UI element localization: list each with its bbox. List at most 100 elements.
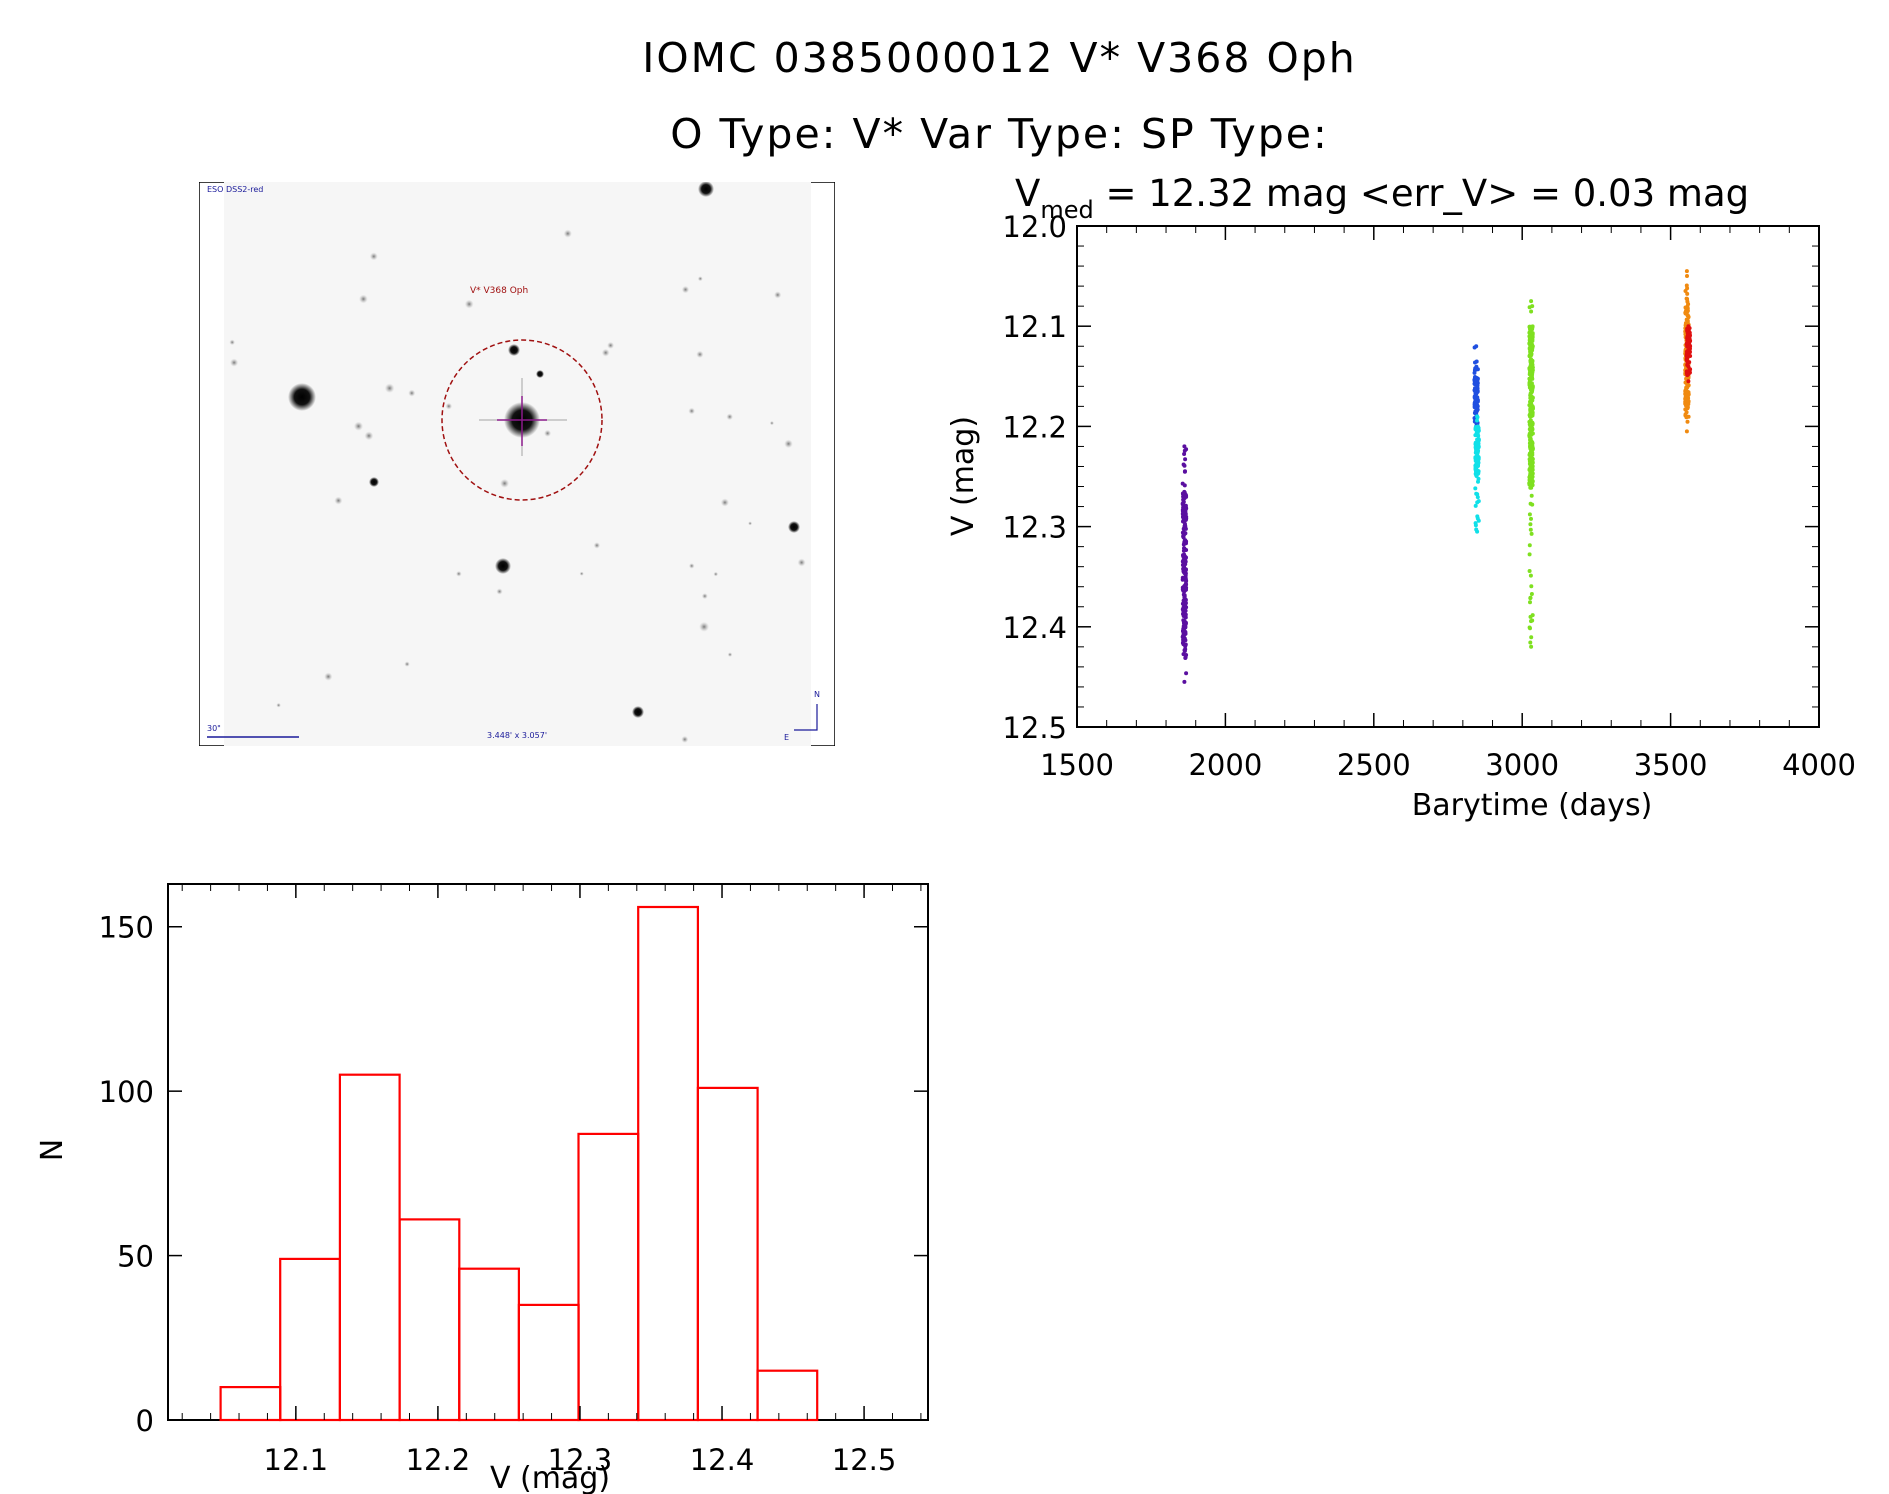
- data-point: [1685, 356, 1690, 361]
- title-sub: med: [1040, 196, 1093, 224]
- data-point: [1183, 612, 1188, 617]
- data-point: [1529, 394, 1534, 399]
- histogram-ticks: 12.1 12.2 12.3 12.4 12.5 0 50 100 150: [99, 884, 928, 1477]
- data-point: [1685, 286, 1690, 291]
- data-point: [1687, 333, 1692, 338]
- data-point: [1687, 360, 1692, 365]
- object-label: V* V368 Oph: [470, 286, 528, 296]
- data-point: [1474, 359, 1479, 364]
- data-point: [1529, 309, 1534, 314]
- faint-star: [688, 563, 695, 569]
- field-star: [369, 477, 379, 487]
- data-point: [1686, 372, 1690, 377]
- faint-star: [726, 413, 733, 421]
- faint-star: [456, 571, 462, 577]
- data-point: [1182, 679, 1187, 684]
- data-point: [1685, 344, 1690, 349]
- data-point: [1473, 503, 1478, 508]
- hist-x-tick-label: 12.5: [832, 1443, 897, 1477]
- data-point: [1684, 341, 1689, 346]
- hist-frame: [167, 883, 929, 1421]
- histogram-chart: 12.1 12.2 12.3 12.4 12.5 0 50 100 150 V (mag) N: [35, 883, 929, 1494]
- x-tick-label: 2000: [1188, 748, 1262, 782]
- data-point: [1181, 554, 1186, 559]
- data-point: [1684, 376, 1689, 381]
- data-point: [1530, 467, 1535, 472]
- y-tick-label: 12.0: [1002, 210, 1067, 244]
- faint-star: [230, 358, 239, 367]
- data-point: [1688, 367, 1693, 372]
- scale-bar-label: 30": [207, 724, 221, 733]
- data-point: [1529, 403, 1534, 408]
- histogram-bar: [517, 1303, 580, 1422]
- y-tick-label: 12.5: [1002, 711, 1067, 745]
- data-point: [1180, 587, 1185, 592]
- y-tick-label: 12.2: [1002, 410, 1067, 444]
- data-point: [1182, 469, 1187, 474]
- finder-chart: ESO DSS2-red V* V368 Oph 30" 3.448' x 3.…: [199, 182, 835, 746]
- finder-sky: [224, 182, 811, 746]
- orientation-arrows: [794, 704, 818, 731]
- x-tick-label: 1500: [1040, 748, 1114, 782]
- faint-star: [404, 661, 410, 667]
- data-point: [1475, 414, 1480, 419]
- data-point: [1183, 576, 1188, 581]
- faint-star: [364, 431, 374, 441]
- faint-star: [464, 299, 474, 309]
- data-point: [1529, 353, 1534, 358]
- histogram-bar: [577, 1132, 640, 1422]
- data-point: [1684, 390, 1689, 394]
- fov-label: 3.448' x 3.057': [487, 731, 547, 740]
- data-point: [1183, 656, 1188, 660]
- data-point: [1183, 457, 1188, 462]
- data-point: [1181, 598, 1186, 603]
- data-point: [1686, 379, 1691, 384]
- lightcurve-ticks: 1500 2000 2500 3000 3500 4000 12.0 12.1 12.2 12.3…: [1002, 210, 1855, 782]
- faint-star: [276, 702, 281, 708]
- chart-title-line2: O Type: V* Var Type: SP Type:: [670, 110, 1329, 158]
- data-point: [1180, 491, 1185, 496]
- faint-star: [681, 735, 689, 743]
- data-point: [1183, 624, 1188, 629]
- data-point: [1182, 566, 1187, 571]
- hist-x-axis-label: V (mag): [490, 1461, 610, 1494]
- faint-star: [720, 498, 730, 507]
- faint-star: [607, 341, 615, 349]
- x-axis-label: Barytime (days): [1412, 788, 1653, 823]
- faint-star: [713, 571, 719, 577]
- north-label: N: [814, 690, 820, 699]
- lightcurve-points: [1180, 269, 1693, 684]
- data-point: [1530, 421, 1535, 426]
- data-point: [1528, 426, 1533, 431]
- field-star: [288, 383, 316, 411]
- data-point: [1473, 389, 1478, 394]
- data-point: [1529, 531, 1534, 536]
- histogram-bar: [219, 1385, 282, 1422]
- data-point: [1476, 441, 1481, 446]
- faint-star: [563, 229, 572, 238]
- data-point: [1529, 482, 1534, 487]
- data-point: [1180, 601, 1185, 606]
- data-point: [1475, 418, 1479, 423]
- data-point: [1182, 559, 1187, 564]
- data-point: [1182, 595, 1187, 599]
- field-star: [495, 558, 511, 574]
- data-point: [1530, 304, 1535, 309]
- histogram-bar: [458, 1267, 521, 1422]
- plot-frame: [1076, 225, 1820, 728]
- data-point: [1529, 644, 1534, 649]
- data-point: [1529, 359, 1534, 364]
- y-tick-label: 12.3: [1002, 511, 1067, 545]
- data-point: [1528, 600, 1532, 605]
- data-point: [1474, 409, 1478, 414]
- faint-star: [324, 672, 333, 681]
- data-point: [1528, 595, 1533, 600]
- y-tick-label: 12.4: [1002, 611, 1067, 645]
- x-tick-label: 3000: [1485, 748, 1559, 782]
- data-point: [1182, 649, 1187, 653]
- histogram-bar: [279, 1257, 342, 1422]
- histogram-bar: [756, 1369, 819, 1422]
- faint-star: [681, 285, 690, 294]
- data-point: [1684, 269, 1689, 274]
- y-axis-label: V (mag): [946, 416, 981, 536]
